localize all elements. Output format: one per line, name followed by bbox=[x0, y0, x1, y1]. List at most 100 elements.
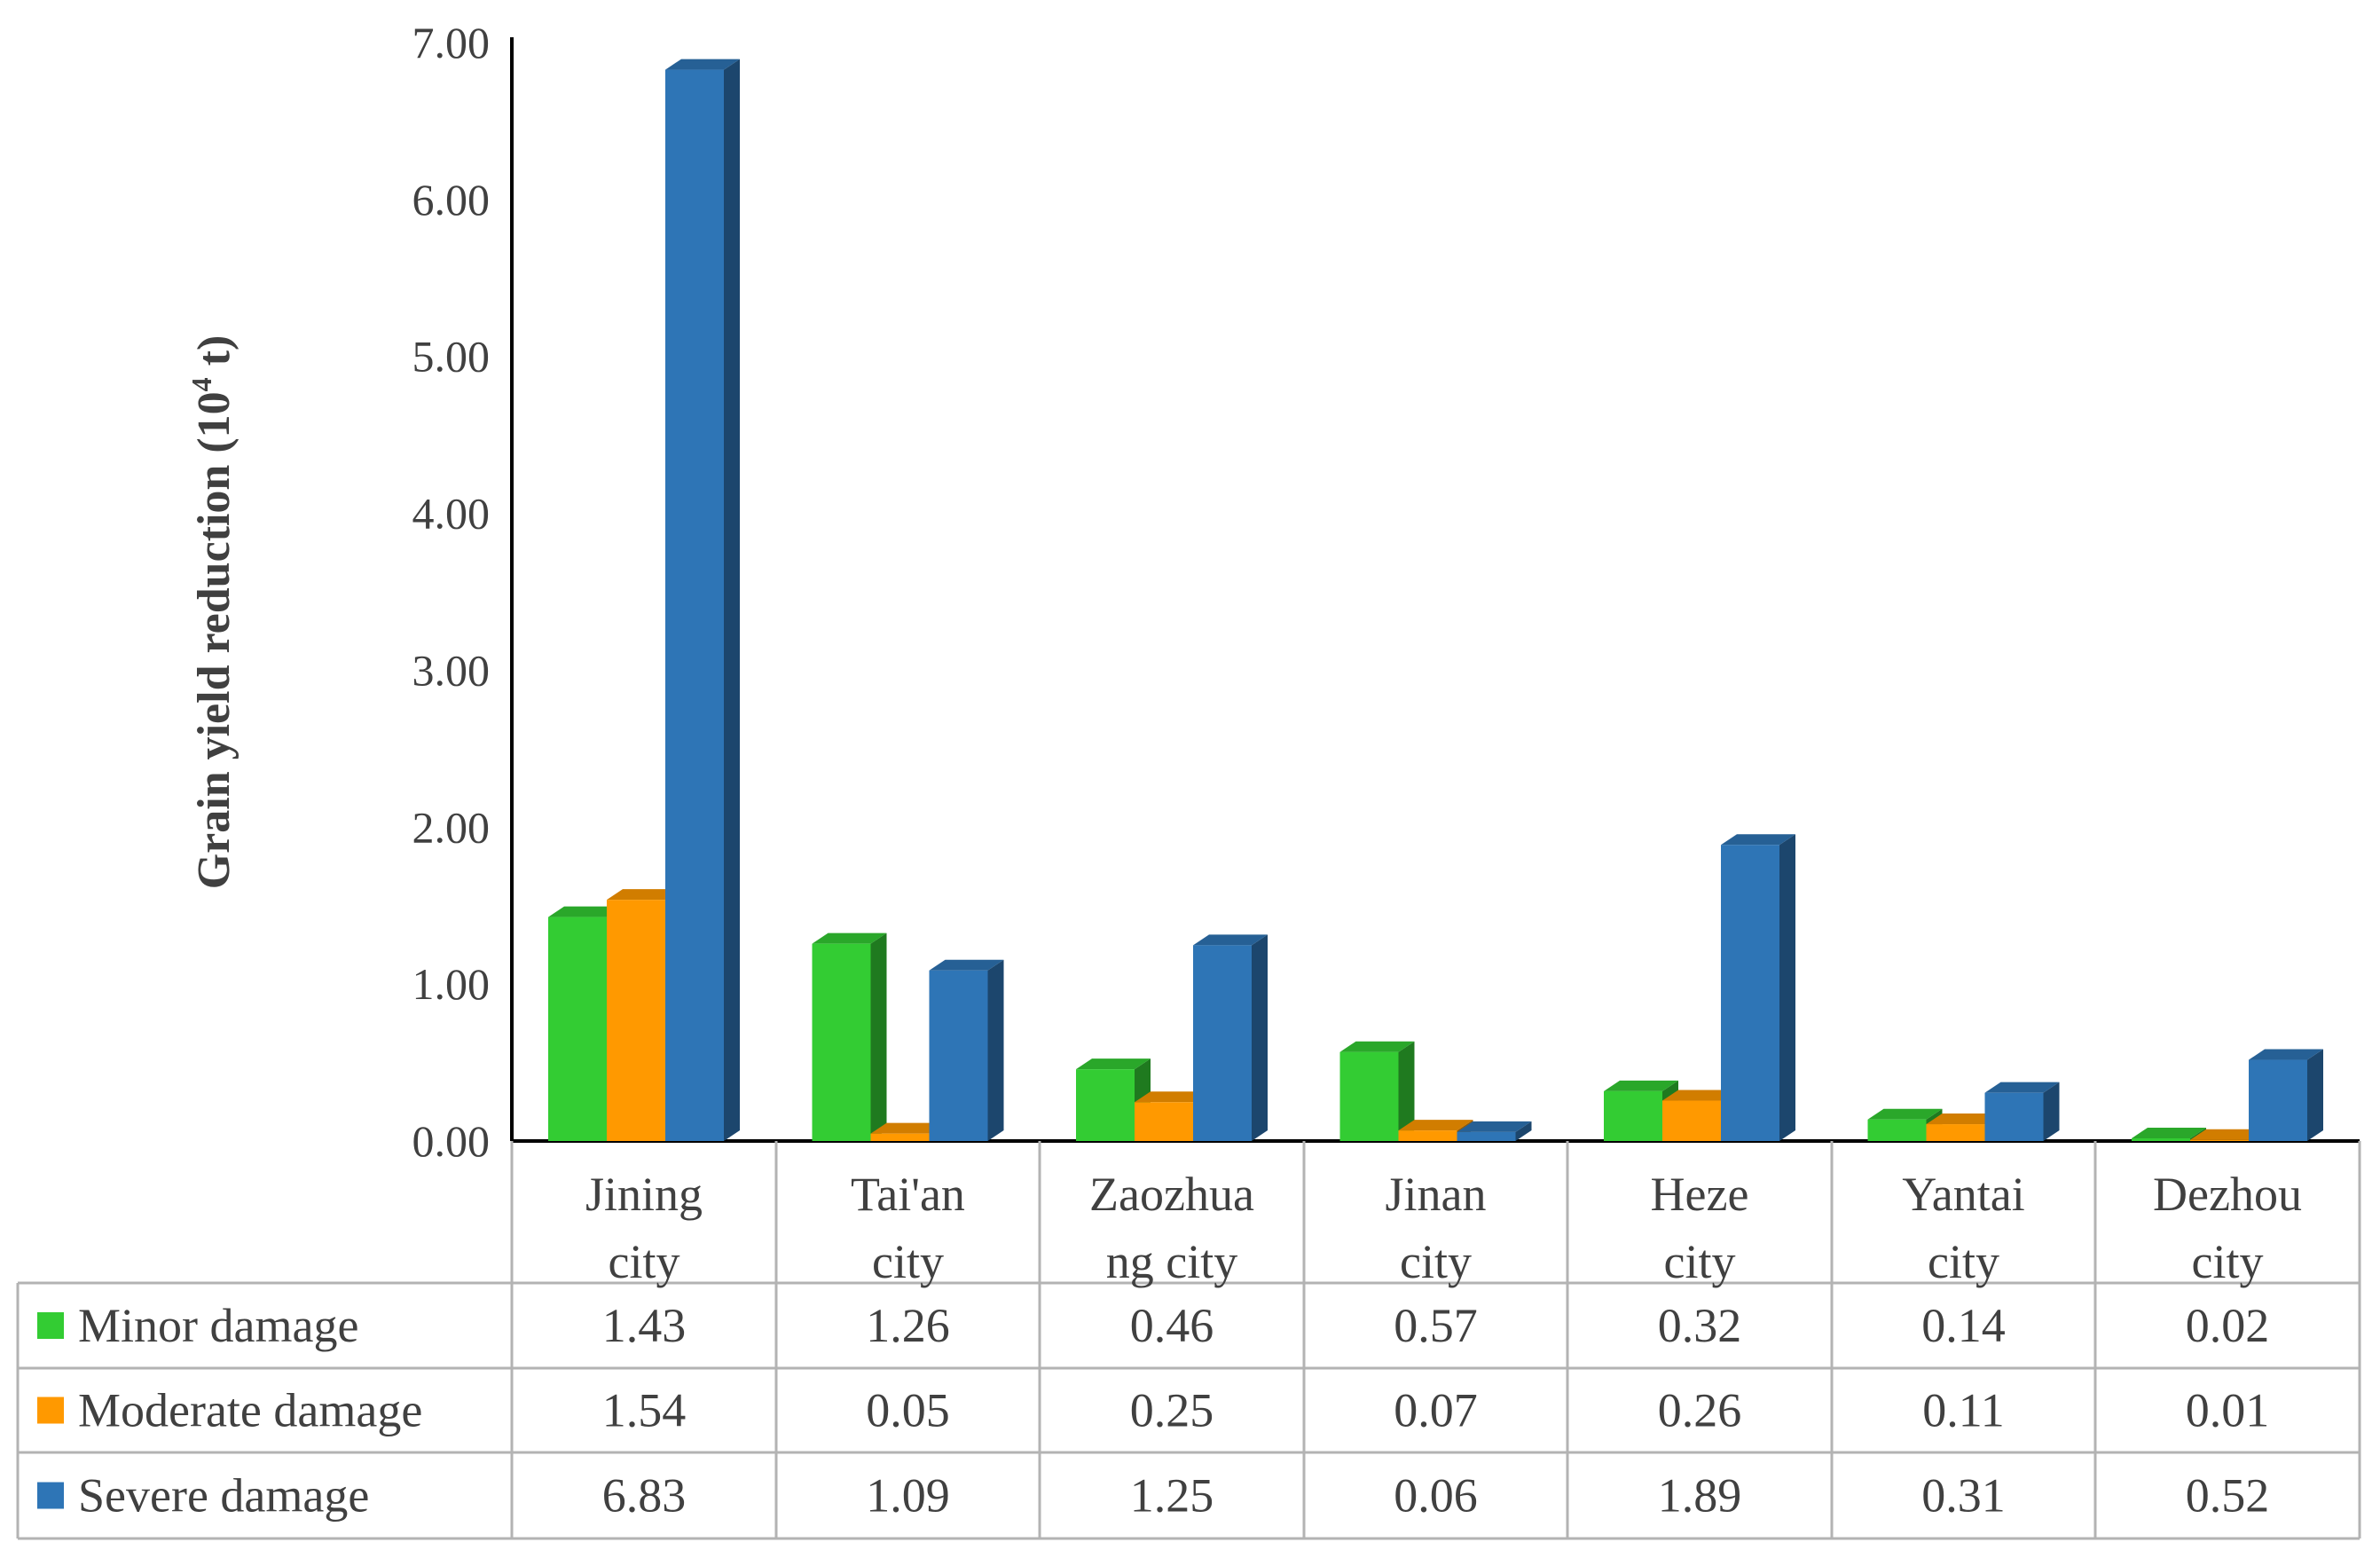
data-label: 0.02 bbox=[2186, 1299, 2270, 1352]
bar-front-face bbox=[1662, 1100, 1721, 1141]
y-tick-label: 1.00 bbox=[412, 959, 491, 1009]
axes bbox=[510, 37, 2360, 1143]
bar-top-face bbox=[1926, 1114, 2001, 1125]
data-label: 1.09 bbox=[866, 1469, 950, 1523]
bar-front-face bbox=[607, 900, 665, 1141]
bar-top-face bbox=[607, 889, 681, 901]
y-tick-label: 7.00 bbox=[412, 18, 491, 67]
data-label: 0.25 bbox=[1130, 1384, 1214, 1437]
category-label: city bbox=[2192, 1235, 2264, 1288]
bar-top-face bbox=[929, 959, 1004, 971]
bar-front-face bbox=[2190, 1139, 2249, 1141]
data-label: 0.32 bbox=[1658, 1299, 1742, 1352]
bar-top-face bbox=[2132, 1127, 2206, 1138]
bar-side-face bbox=[1252, 934, 1268, 1141]
category-label: Tai'an bbox=[851, 1168, 965, 1221]
data-label: 0.07 bbox=[1394, 1384, 1478, 1437]
bar-top-face bbox=[1457, 1121, 1532, 1132]
bar-front-face bbox=[1398, 1130, 1457, 1141]
bar-front-face bbox=[1926, 1124, 1985, 1141]
bar-front-face bbox=[929, 970, 988, 1141]
y-tick-label: 2.00 bbox=[412, 802, 491, 852]
bar-severe-damage bbox=[665, 59, 740, 1142]
legend-label: Severe damage bbox=[78, 1469, 369, 1523]
bar-top-face bbox=[1984, 1082, 2060, 1093]
y-tick-label: 4.00 bbox=[412, 489, 491, 539]
bar-front-face bbox=[870, 1133, 930, 1141]
bar-front-face bbox=[1604, 1090, 1662, 1141]
bar-front-face bbox=[548, 917, 607, 1141]
category-label: Jinan bbox=[1386, 1168, 1487, 1221]
y-tick-label: 0.00 bbox=[412, 1116, 491, 1166]
bar-top-face bbox=[665, 59, 740, 70]
bar-top-face bbox=[1867, 1108, 1943, 1120]
bar-severe-damage bbox=[2249, 1049, 2323, 1141]
bar-top-face bbox=[1721, 834, 1795, 846]
bar-front-face bbox=[1721, 845, 1779, 1141]
data-label: 0.26 bbox=[1658, 1384, 1742, 1437]
bar-front-face bbox=[1339, 1051, 1399, 1141]
category-label: Jining bbox=[585, 1168, 703, 1221]
bar-top-face bbox=[870, 1122, 946, 1134]
bar-severe-damage bbox=[929, 959, 1004, 1141]
bar-severe-damage bbox=[1984, 1082, 2060, 1141]
bar-side-face bbox=[2307, 1049, 2323, 1141]
bar-top-face bbox=[1662, 1090, 1737, 1101]
bar-top-face bbox=[1339, 1041, 1415, 1052]
bar-series bbox=[548, 59, 2323, 1142]
y-axis-title-exponent: 4 bbox=[185, 377, 217, 391]
bar-minor-damage bbox=[812, 933, 887, 1141]
bar-top-face bbox=[548, 906, 623, 917]
bar-side-face bbox=[870, 933, 887, 1141]
category-label: city bbox=[1400, 1235, 1472, 1288]
bar-side-face bbox=[1398, 1041, 1415, 1141]
bar-front-face bbox=[812, 943, 871, 1141]
category-label: Yantai bbox=[1902, 1168, 2025, 1221]
data-label: 0.14 bbox=[1921, 1299, 2006, 1352]
bar-side-face bbox=[987, 959, 1004, 1141]
category-label: Zaozhua bbox=[1089, 1168, 1254, 1221]
bar-front-face bbox=[2132, 1137, 2190, 1141]
category-label: Dezhou bbox=[2153, 1168, 2302, 1221]
data-label: 1.54 bbox=[602, 1384, 687, 1437]
bar-side-face bbox=[1515, 1121, 1532, 1141]
y-tick-label: 3.00 bbox=[412, 645, 491, 695]
bar-front-face bbox=[1457, 1131, 1516, 1141]
data-label: 1.43 bbox=[602, 1299, 687, 1352]
bar-top-face bbox=[812, 933, 887, 944]
data-label: 0.01 bbox=[2186, 1384, 2270, 1437]
bar-front-face bbox=[1984, 1092, 2044, 1141]
data-label: 0.11 bbox=[1922, 1384, 2005, 1437]
y-tick-label: 5.00 bbox=[412, 332, 491, 382]
category-label: Heze bbox=[1651, 1168, 1749, 1221]
category-label: city bbox=[1928, 1235, 1999, 1288]
bar-side-face bbox=[724, 59, 740, 1142]
bar-top-face bbox=[1135, 1091, 1209, 1103]
bar-front-face bbox=[1135, 1102, 1193, 1141]
data-label: 1.26 bbox=[866, 1299, 950, 1352]
data-label: 1.25 bbox=[1130, 1469, 1214, 1523]
data-label: 0.52 bbox=[2186, 1469, 2270, 1523]
category-label: city bbox=[872, 1235, 944, 1288]
data-label: 1.89 bbox=[1658, 1469, 1742, 1523]
bar-top-face bbox=[2249, 1049, 2323, 1060]
legend-swatch bbox=[37, 1397, 64, 1424]
data-label: 0.06 bbox=[1394, 1469, 1478, 1523]
data-label: 0.57 bbox=[1394, 1299, 1478, 1352]
bar-severe-damage bbox=[1457, 1121, 1532, 1141]
bar-severe-damage bbox=[1193, 934, 1268, 1141]
bar-front-face bbox=[2249, 1059, 2307, 1141]
category-label: city bbox=[1664, 1235, 1736, 1288]
y-axis-title: Grain yield reduction (104 t) bbox=[185, 335, 240, 890]
bar-top-face bbox=[1076, 1058, 1151, 1070]
data-label: 6.83 bbox=[602, 1469, 687, 1523]
data-label: 0.05 bbox=[866, 1384, 950, 1437]
category-label: city bbox=[609, 1235, 680, 1288]
y-axis-tick-labels: 0.00 1.00 2.00 3.00 4.00 5.00 6.00 7.00 bbox=[412, 18, 491, 1166]
y-axis-title-main: Grain yield reduction (10 bbox=[189, 391, 240, 889]
bar-front-face bbox=[1076, 1069, 1135, 1141]
bar-top-face bbox=[1193, 934, 1268, 946]
bar-front-face bbox=[665, 69, 724, 1142]
legend-label: Minor damage bbox=[78, 1299, 358, 1352]
bar-front-face bbox=[1867, 1119, 1927, 1141]
